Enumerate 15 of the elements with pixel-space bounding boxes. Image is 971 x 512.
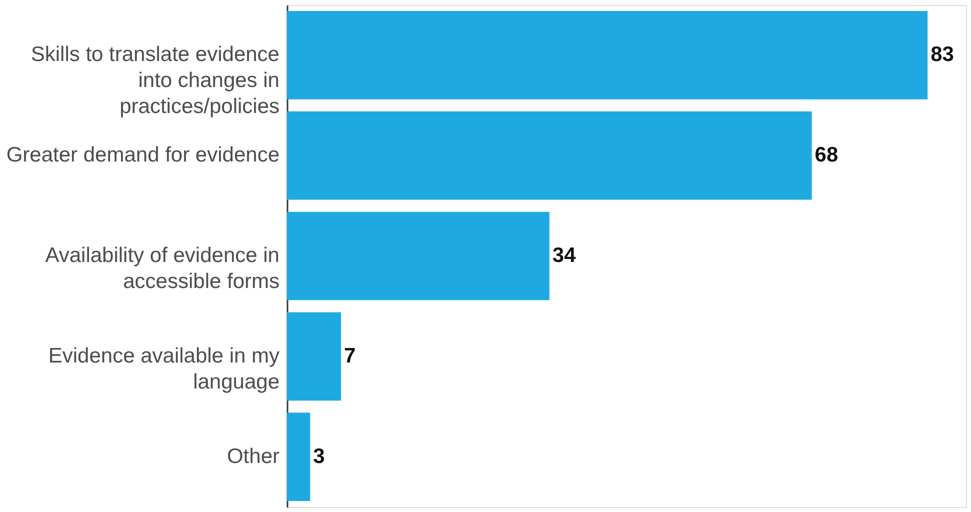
bar — [287, 212, 550, 300]
y-tick-label: Other — [226, 444, 280, 468]
data-label: 7 — [344, 344, 356, 368]
y-tick-label: Greater demand for evidence — [6, 144, 280, 167]
data-label: 83 — [930, 43, 954, 66]
y-tick-label: Skills to translate evidence into changes in practices/policies — [30, 43, 280, 118]
bar — [287, 11, 928, 100]
bar — [287, 412, 310, 501]
bar — [287, 312, 342, 401]
y-tick-label: Evidence available in my language — [48, 344, 280, 394]
data-label: 68 — [814, 144, 838, 167]
bar — [287, 111, 812, 200]
data-label: 34 — [552, 244, 576, 267]
y-tick-label: Availability of evidence in accessible forms — [45, 244, 280, 293]
data-label: 3 — [313, 444, 325, 468]
